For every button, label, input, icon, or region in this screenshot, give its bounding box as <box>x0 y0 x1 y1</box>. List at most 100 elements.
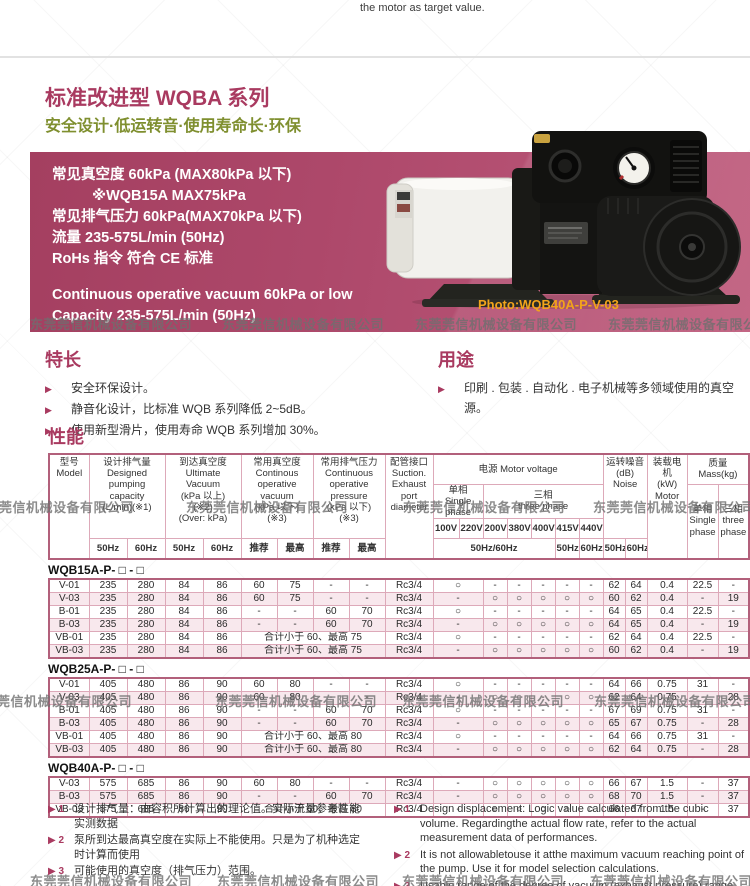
col-header-three-phase: 三相 three phase <box>482 483 604 520</box>
table-cell: ○ <box>530 617 556 632</box>
table-cell: 685 <box>126 776 166 791</box>
table-cell: 60 <box>240 578 278 593</box>
table-cell: ○ <box>578 617 604 632</box>
table-cell: 60 <box>240 677 278 692</box>
table-cell: ○ <box>578 789 604 804</box>
table-cell: - <box>432 591 484 606</box>
table-cell: - <box>240 703 278 718</box>
bullet-arrow-icon: ▶ <box>438 384 445 394</box>
table-cell: V-03 <box>48 591 90 606</box>
table-cell: - <box>554 630 580 645</box>
voltage-value: 220V <box>458 518 484 540</box>
col-header-model: 型号 Model <box>48 453 90 560</box>
table-cell: ○ <box>482 802 508 818</box>
performance-section: 性能 型号 Model 设计排气量 Designed pumping capac… <box>48 426 750 818</box>
freq-label: 60Hz <box>578 538 604 560</box>
table-cell: - <box>482 604 508 619</box>
table-cell: 37 <box>717 789 750 804</box>
model-series-title: WQB25A-P- □ - □ <box>48 661 144 676</box>
table-cell: ○ <box>482 643 508 659</box>
footnote-marker: ▶ 3 <box>394 880 411 886</box>
table-row: V-03 575 685 86 90 60 80- - Rc3/4- ○ ○ ○ ○ ○ 66 67 1.5-3… <box>48 776 750 791</box>
table-cell: 405 <box>88 690 128 705</box>
page-title: 标准改进型 WQBA 系列 <box>45 87 270 110</box>
table-cell: 405 <box>88 716 128 731</box>
max-label: 最高 <box>276 538 314 560</box>
table-cell: 86 <box>164 690 204 705</box>
table-cell: 60 <box>312 716 350 731</box>
table-cell: ○ <box>482 789 508 804</box>
table-cell: 62 <box>624 643 648 659</box>
col-header-oper-pressure: 常用排气压力 Continuous operative pressure (kP… <box>312 453 386 540</box>
table-cell: - <box>432 742 484 758</box>
col-header-designed: 设计排气量 Designed pumping capacity (L/min)(… <box>88 453 166 540</box>
product-photo <box>382 126 750 313</box>
table-cell: V-01 <box>48 677 90 692</box>
table-cell: 合计小于 60、最高 80 <box>240 802 386 818</box>
footnote-text: 设计排气量：由容积所计算出的理论值。实际流量参考性能实测数据 <box>74 803 360 830</box>
table-cell: 37 <box>717 776 750 791</box>
table-cell: - <box>530 578 556 593</box>
table-cell: 0.4 <box>646 604 688 619</box>
table-row: B-03 575 685 86 90- -60 70 Rc3/4- ○ ○ ○ ○ ○ 68 70 1.5-3… <box>48 789 750 804</box>
table-cell: 62 <box>602 578 626 593</box>
table-cell: 0.4 <box>646 630 688 645</box>
footnote-text: Design displacement: Logic value calcula… <box>420 803 709 844</box>
feature-item: ▶ 使用新型滑片，使用寿命 WQB 系列增加 30%。 <box>45 420 430 441</box>
table-row: VB-03 405 480 86 90 合计小于 60、最高 80 Rc3/4- ○ ○ ○ ○ ○ 6… <box>48 742 750 758</box>
table-cell: Rc3/4 <box>384 742 434 758</box>
table-cell: 86 <box>164 716 204 731</box>
table-cell: - <box>686 591 719 606</box>
table-cell: - <box>530 729 556 744</box>
footnote-text: 可能使用的真空度（排气压力）范围。 <box>74 865 261 877</box>
table-row: V-03 405 480 86 90 60 80- - Rc3/4- ○ ○ - ○ ○ 62 64 0.75-… <box>48 690 750 705</box>
table-cell: ○ <box>554 690 580 705</box>
table-cell: - <box>432 716 484 731</box>
table-cell: Rc3/4 <box>384 643 434 659</box>
voltage-value: 440V <box>578 518 604 540</box>
table-cell: - <box>530 703 556 718</box>
table-cell: 90 <box>202 789 242 804</box>
table-cell: - <box>686 776 719 791</box>
table-cell: - <box>312 776 350 791</box>
table-cell: 280 <box>126 630 166 645</box>
table-cell: - <box>530 630 556 645</box>
table-cell: 0.4 <box>646 591 688 606</box>
table-cell: 64 <box>624 578 648 593</box>
table-cell: 64 <box>602 617 626 632</box>
table-cell: 60 <box>312 703 350 718</box>
table-cell: - <box>686 742 719 758</box>
table-row: VB-03 235 280 84 86 合计小于 60、最高 75 Rc3/4- ○ ○ ○ ○ ○ 6… <box>48 643 750 659</box>
table-cell: 28 <box>717 690 750 705</box>
table-cell: 480 <box>126 729 166 744</box>
freq-label: 50Hz <box>554 538 580 560</box>
table-cell: ○ <box>530 643 556 659</box>
table-cell: ○ <box>482 776 508 791</box>
table-cell: - <box>506 703 532 718</box>
table-cell: ○ <box>554 716 580 731</box>
performance-table: V-03 575 685 86 90 60 80- - Rc3/4- ○ ○ ○ ○ ○ 66 67 1.5-3… <box>48 775 750 818</box>
footnote-item: ▶ 2 It is not allowabletouse it atthe max… <box>394 848 748 877</box>
table-cell: 86 <box>202 630 242 645</box>
table-cell: Rc3/4 <box>384 716 434 731</box>
table-cell: 86 <box>202 591 242 606</box>
fn-cn: ▶ 1 设计排气量：由容积所计算出的理论值。实际流量参考性能实测数据 ▶ 2 泵所到达… <box>48 802 370 886</box>
table-cell: 22.5 <box>686 578 719 593</box>
performance-table: V-01 405 480 86 90 60 80- - Rc3/4 ○ - - - - -64 66 0.75 3… <box>48 676 750 758</box>
table-cell: 62 <box>602 630 626 645</box>
table-cell: - <box>348 690 386 705</box>
performance-table: V-01 235 280 84 86 60 75- - Rc3/4 ○ - - - - -62 64 0.4 22… <box>48 577 750 659</box>
footnote-marker: ▶ 2 <box>48 835 65 846</box>
table-cell: 0.75 <box>646 716 688 731</box>
table-row: B-01 235 280 84 86- -60 70 Rc3/4 ○ - - - - -64 65 0.4 22… <box>48 604 750 619</box>
table-cell: 86 <box>202 643 242 659</box>
horizontal-divider <box>0 56 750 58</box>
table-cell: 64 <box>602 604 626 619</box>
table-row: VB-01 405 480 86 90 合计小于 60、最高 80 Rc3/4 ○ - - - - -6… <box>48 729 750 744</box>
table-cell: - <box>240 716 278 731</box>
table-cell: - <box>348 591 386 606</box>
freq-label: 60Hz <box>202 538 242 560</box>
table-cell: 280 <box>126 578 166 593</box>
table-cell: B-01 <box>48 604 90 619</box>
table-cell: Rc3/4 <box>384 591 434 606</box>
